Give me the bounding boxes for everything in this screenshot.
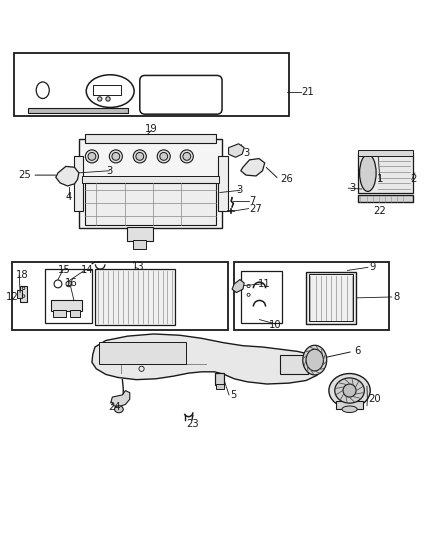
Text: 14: 14 [81,264,93,274]
Bar [215,373,224,385]
Text: 5: 5 [230,390,236,400]
Ellipse shape [88,152,96,160]
Text: 12: 12 [6,292,19,302]
Bar [20,286,27,302]
Text: 26: 26 [280,174,293,184]
Bar [306,272,356,324]
Ellipse shape [98,97,102,101]
Polygon shape [229,144,244,157]
Text: 9: 9 [369,262,375,272]
Bar [127,228,153,241]
Ellipse shape [335,378,364,403]
Bar [95,269,176,325]
Bar [309,274,353,321]
Text: 18: 18 [16,270,28,280]
Bar [358,154,413,192]
Text: 23: 23 [187,419,199,429]
Bar [216,384,224,389]
Bar [93,85,121,94]
Bar [82,176,219,182]
Text: 3: 3 [243,148,249,158]
Text: 21: 21 [302,87,314,98]
Ellipse shape [160,152,168,160]
Bar [85,134,216,143]
Text: 3: 3 [106,166,112,176]
Ellipse shape [157,150,170,163]
Bar [53,310,66,317]
Polygon shape [92,334,321,384]
Text: 22: 22 [374,206,386,216]
Text: 4: 4 [66,192,72,202]
Ellipse shape [329,374,370,408]
Ellipse shape [136,152,144,160]
Text: 2: 2 [410,174,417,184]
Bar [358,150,413,156]
Text: 13: 13 [132,262,145,272]
Bar [12,262,228,329]
Ellipse shape [106,97,110,101]
Text: 3: 3 [237,185,243,195]
Ellipse shape [133,150,146,163]
Ellipse shape [112,152,120,160]
Ellipse shape [110,150,122,163]
Text: 20: 20 [368,394,381,404]
Polygon shape [241,158,265,176]
Ellipse shape [85,150,99,163]
Ellipse shape [343,384,356,397]
Bar [74,156,83,211]
Bar [280,355,308,375]
Bar [28,108,127,114]
Text: 24: 24 [108,402,120,411]
Bar [79,139,223,228]
Text: 1: 1 [377,174,383,184]
Bar [358,195,413,202]
Bar [70,310,80,317]
Bar [45,269,92,323]
Text: 3: 3 [350,183,356,193]
Ellipse shape [115,406,123,413]
Polygon shape [232,279,244,293]
Bar [17,290,22,298]
Text: 10: 10 [269,320,282,330]
Text: 7: 7 [250,196,256,206]
Bar [99,342,186,365]
Text: 8: 8 [393,292,399,302]
Polygon shape [56,166,79,186]
Text: 19: 19 [145,124,158,134]
Text: 16: 16 [64,278,77,288]
Bar [51,300,82,311]
Ellipse shape [303,345,327,375]
Bar [133,239,146,249]
Bar [336,400,364,409]
Bar [218,156,228,211]
Ellipse shape [342,406,357,413]
Ellipse shape [180,150,193,163]
Bar [85,183,216,225]
Text: 15: 15 [58,264,71,274]
Polygon shape [111,391,130,407]
Ellipse shape [360,155,376,191]
Text: 27: 27 [250,204,262,214]
Ellipse shape [306,349,323,371]
Bar [14,53,289,116]
Text: 11: 11 [258,279,271,289]
Ellipse shape [183,152,191,160]
Text: 6: 6 [354,346,360,357]
Text: 25: 25 [18,170,31,180]
Bar [234,262,389,329]
Bar [241,271,282,323]
